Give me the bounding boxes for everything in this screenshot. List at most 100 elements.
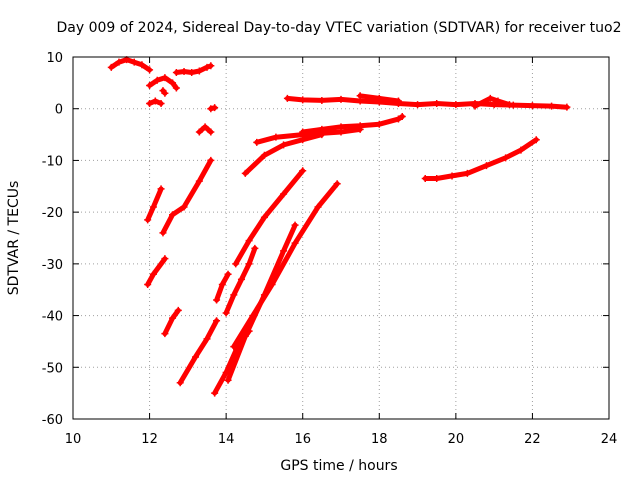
data-point bbox=[245, 260, 253, 268]
y-tick-label: -20 bbox=[42, 206, 63, 221]
data-point bbox=[398, 112, 406, 120]
data-point bbox=[517, 146, 525, 154]
data-point bbox=[161, 74, 169, 82]
data-point bbox=[375, 120, 383, 128]
data-point bbox=[161, 330, 169, 338]
data-point bbox=[280, 247, 288, 255]
data-point bbox=[138, 61, 146, 69]
data-point bbox=[299, 167, 307, 175]
data-point bbox=[146, 81, 154, 89]
y-axis-label: SDTVAR / TECUs bbox=[6, 181, 22, 296]
data-point bbox=[169, 211, 177, 219]
data-point bbox=[203, 63, 211, 71]
data-point bbox=[394, 97, 402, 105]
y-tick-label: 10 bbox=[46, 51, 63, 66]
data-point bbox=[421, 175, 429, 183]
data-point bbox=[532, 136, 540, 144]
x-tick-label: 16 bbox=[294, 432, 311, 447]
data-point bbox=[157, 185, 165, 193]
data-point bbox=[433, 100, 441, 108]
grid bbox=[73, 57, 609, 419]
data-point bbox=[218, 281, 226, 289]
data-trace bbox=[422, 137, 539, 181]
data-point bbox=[448, 172, 456, 180]
data-point bbox=[232, 260, 240, 268]
data-point bbox=[192, 353, 200, 361]
chart-title: Day 009 of 2024, Sidereal Day-to-day VTE… bbox=[56, 20, 621, 36]
data-point bbox=[151, 97, 159, 105]
x-tick-label: 20 bbox=[448, 432, 465, 447]
data-point bbox=[314, 203, 322, 211]
data-trace bbox=[162, 307, 181, 337]
data-point bbox=[203, 335, 211, 343]
data-point bbox=[333, 180, 341, 188]
data-points bbox=[107, 56, 571, 397]
data-point bbox=[414, 101, 422, 109]
data-point bbox=[207, 62, 215, 70]
data-trace bbox=[284, 95, 570, 110]
data-point bbox=[356, 122, 364, 130]
data-point bbox=[224, 376, 232, 384]
data-point bbox=[563, 103, 571, 111]
data-point bbox=[207, 105, 215, 113]
data-point bbox=[213, 317, 221, 325]
data-point bbox=[195, 177, 203, 185]
y-tick-label: -10 bbox=[42, 154, 63, 169]
data-point bbox=[161, 255, 169, 263]
x-tick-label: 12 bbox=[141, 432, 158, 447]
data-point bbox=[260, 213, 268, 221]
data-point bbox=[169, 314, 177, 322]
data-trace bbox=[472, 95, 512, 109]
data-point bbox=[161, 89, 169, 97]
data-trace bbox=[231, 181, 340, 350]
data-point bbox=[149, 203, 157, 211]
y-tick-label: -40 bbox=[42, 310, 63, 325]
ticks: 10 12 14 16 18 20 22 24 10 0 -10 -20 -30 -40 -50 -60 bbox=[42, 51, 618, 447]
data-point bbox=[169, 79, 177, 87]
data-point bbox=[146, 100, 154, 108]
data-point bbox=[299, 128, 307, 136]
data-point bbox=[505, 101, 513, 109]
data-point bbox=[211, 389, 219, 397]
data-point bbox=[280, 190, 288, 198]
data-point bbox=[245, 237, 253, 245]
data-point bbox=[153, 76, 161, 84]
data-point bbox=[237, 275, 245, 283]
y-tick-label: -50 bbox=[42, 361, 63, 376]
data-point bbox=[230, 291, 238, 299]
data-point bbox=[486, 94, 494, 102]
data-point bbox=[318, 96, 326, 104]
data-point bbox=[207, 156, 215, 164]
data-point bbox=[337, 95, 345, 103]
data-point bbox=[180, 203, 188, 211]
data-point bbox=[548, 102, 556, 110]
data-point bbox=[463, 169, 471, 177]
data-point bbox=[502, 154, 510, 162]
data-point bbox=[494, 97, 502, 105]
data-point bbox=[471, 102, 479, 110]
data-point bbox=[433, 175, 441, 183]
data-point bbox=[176, 379, 184, 387]
data-point bbox=[188, 69, 196, 77]
data-point bbox=[224, 270, 232, 278]
data-point bbox=[291, 221, 299, 229]
data-point bbox=[253, 138, 261, 146]
data-point bbox=[394, 115, 402, 123]
data-point bbox=[280, 141, 288, 149]
data-point bbox=[375, 94, 383, 102]
data-point bbox=[356, 92, 364, 100]
data-point bbox=[107, 63, 115, 71]
y-tick-label: 0 bbox=[55, 103, 63, 118]
x-tick-label: 10 bbox=[65, 432, 82, 447]
data-trace bbox=[177, 318, 220, 386]
data-point bbox=[195, 128, 203, 136]
data-point bbox=[260, 151, 268, 159]
data-point bbox=[157, 100, 165, 108]
y-tick-label: -60 bbox=[42, 413, 63, 428]
data-trace bbox=[108, 57, 153, 73]
x-axis-label: GPS time / hours bbox=[280, 458, 397, 474]
data-point bbox=[318, 125, 326, 133]
data-point bbox=[146, 66, 154, 74]
data-point bbox=[201, 123, 209, 131]
